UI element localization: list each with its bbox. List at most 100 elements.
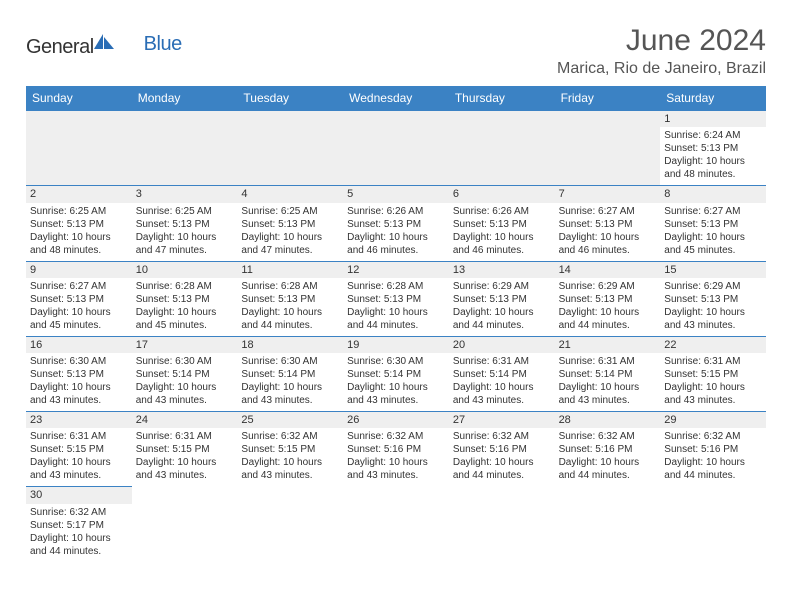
daylight-text: Daylight: 10 hours and 43 minutes. [241,456,339,482]
day-number: 1 [660,111,766,127]
day-number: 11 [237,262,343,278]
sunrise-text: Sunrise: 6:32 AM [453,430,551,443]
sunset-text: Sunset: 5:16 PM [453,443,551,456]
sunset-text: Sunset: 5:14 PM [559,368,657,381]
sunset-text: Sunset: 5:13 PM [559,293,657,306]
empty-cell [237,110,343,185]
logo: General Blue [26,34,182,61]
sunset-text: Sunset: 5:15 PM [30,443,128,456]
header-right: June 2024 Marica, Rio de Janeiro, Brazil [557,24,766,78]
day-number: 15 [660,262,766,278]
calendar-location: Marica, Rio de Janeiro, Brazil [557,60,766,78]
daylight-text: Daylight: 10 hours and 43 minutes. [241,381,339,407]
day-number: 23 [26,412,132,428]
day-number: 2 [26,186,132,202]
sunrise-text: Sunrise: 6:32 AM [559,430,657,443]
sunset-text: Sunset: 5:13 PM [664,293,762,306]
day-cell-2: 2Sunrise: 6:25 AMSunset: 5:13 PMDaylight… [26,185,132,260]
sunrise-text: Sunrise: 6:31 AM [453,355,551,368]
day-cell-8: 8Sunrise: 6:27 AMSunset: 5:13 PMDaylight… [660,185,766,260]
sunrise-text: Sunrise: 6:25 AM [136,205,234,218]
empty-cell [555,110,661,185]
day-number: 24 [132,412,238,428]
day-cell-14: 14 Sunrise: 6:29 AMSunset: 5:13 PMDayligh… [555,261,661,336]
logo-text-general: General [26,36,94,59]
sunrise-text: Sunrise: 6:30 AM [30,355,128,368]
sunset-text: Sunset: 5:13 PM [664,218,762,231]
daylight-text: Daylight: 10 hours and 43 minutes. [664,306,762,332]
daylight-text: Daylight: 10 hours and 43 minutes. [136,381,234,407]
sunset-text: Sunset: 5:16 PM [664,443,762,456]
daylight-text: Daylight: 10 hours and 44 minutes. [559,306,657,332]
sunrise-text: Sunrise: 6:31 AM [559,355,657,368]
sunset-text: Sunset: 5:13 PM [453,218,551,231]
day-cell-30: 30Sunrise: 6:32 AMSunset: 5:17 PMDayligh… [26,486,132,561]
day-number: 7 [555,186,661,202]
day-number: 25 [237,412,343,428]
empty-cell [449,110,555,185]
sunset-text: Sunset: 5:15 PM [241,443,339,456]
weekday-saturday: Saturday [660,86,766,110]
sunrise-text: Sunrise: 6:32 AM [664,430,762,443]
blank-cell [343,486,449,561]
day-cell-6: 6Sunrise: 6:26 AMSunset: 5:13 PMDaylight… [449,185,555,260]
header: General Blue June 2024 Marica, Rio de Ja… [26,24,766,78]
day-number: 3 [132,186,238,202]
sunset-text: Sunset: 5:13 PM [347,218,445,231]
sunset-text: Sunset: 5:13 PM [30,368,128,381]
sunset-text: Sunset: 5:13 PM [241,218,339,231]
sunrise-text: Sunrise: 6:30 AM [136,355,234,368]
daylight-text: Daylight: 10 hours and 45 minutes. [664,231,762,257]
sunrise-text: Sunrise: 6:26 AM [347,205,445,218]
weekday-friday: Friday [555,86,661,110]
day-cell-5: 5Sunrise: 6:26 AMSunset: 5:13 PMDaylight… [343,185,449,260]
sunrise-text: Sunrise: 6:30 AM [347,355,445,368]
day-number: 9 [26,262,132,278]
day-cell-16: 16Sunrise: 6:30 AMSunset: 5:13 PMDayligh… [26,336,132,411]
day-number: 18 [237,337,343,353]
weekday-thursday: Thursday [449,86,555,110]
calendar-grid: 1Sunrise: 6:24 AMSunset: 5:13 PMDaylight… [26,110,766,562]
day-cell-28: 28Sunrise: 6:32 AMSunset: 5:16 PMDayligh… [555,411,661,486]
sunrise-text: Sunrise: 6:25 AM [241,205,339,218]
daylight-text: Daylight: 10 hours and 44 minutes. [453,306,551,332]
daylight-text: Daylight: 10 hours and 47 minutes. [241,231,339,257]
day-cell-27: 27Sunrise: 6:32 AMSunset: 5:16 PMDayligh… [449,411,555,486]
empty-cell [343,110,449,185]
day-number: 21 [555,337,661,353]
day-cell-22: 22Sunrise: 6:31 AMSunset: 5:15 PMDayligh… [660,336,766,411]
day-cell-26: 26Sunrise: 6:32 AMSunset: 5:16 PMDayligh… [343,411,449,486]
day-cell-3: 3 Sunrise: 6:25 AMSunset: 5:13 PMDaylight… [132,185,238,260]
daylight-text: Daylight: 10 hours and 45 minutes. [136,306,234,332]
sunrise-text: Sunrise: 6:29 AM [559,280,657,293]
sunset-text: Sunset: 5:13 PM [136,218,234,231]
sunrise-text: Sunrise: 6:31 AM [30,430,128,443]
day-number: 14 [555,262,661,278]
daylight-text: Daylight: 10 hours and 43 minutes. [136,456,234,482]
daylight-text: Daylight: 10 hours and 46 minutes. [453,231,551,257]
day-cell-17: 17 Sunrise: 6:30 AMSunset: 5:14 PMDayligh… [132,336,238,411]
sunset-text: Sunset: 5:13 PM [559,218,657,231]
daylight-text: Daylight: 10 hours and 43 minutes. [453,381,551,407]
blank-cell [237,486,343,561]
sunrise-text: Sunrise: 6:28 AM [136,280,234,293]
daylight-text: Daylight: 10 hours and 47 minutes. [136,231,234,257]
sunset-text: Sunset: 5:17 PM [30,519,128,532]
sunrise-text: Sunrise: 6:27 AM [30,280,128,293]
day-number: 29 [660,412,766,428]
sunrise-text: Sunrise: 6:31 AM [664,355,762,368]
sunrise-text: Sunrise: 6:28 AM [347,280,445,293]
day-number: 16 [26,337,132,353]
day-number: 17 [132,337,238,353]
day-cell-7: 7Sunrise: 6:27 AMSunset: 5:13 PMDaylight… [555,185,661,260]
day-number: 20 [449,337,555,353]
day-cell-23: 23Sunrise: 6:31 AMSunset: 5:15 PMDayligh… [26,411,132,486]
sunset-text: Sunset: 5:14 PM [136,368,234,381]
day-number: 6 [449,186,555,202]
daylight-text: Daylight: 10 hours and 44 minutes. [453,456,551,482]
day-cell-10: 10Sunrise: 6:28 AMSunset: 5:13 PMDayligh… [132,261,238,336]
daylight-text: Daylight: 10 hours and 44 minutes. [347,306,445,332]
day-number: 12 [343,262,449,278]
sunset-text: Sunset: 5:13 PM [30,293,128,306]
daylight-text: Daylight: 10 hours and 48 minutes. [30,231,128,257]
